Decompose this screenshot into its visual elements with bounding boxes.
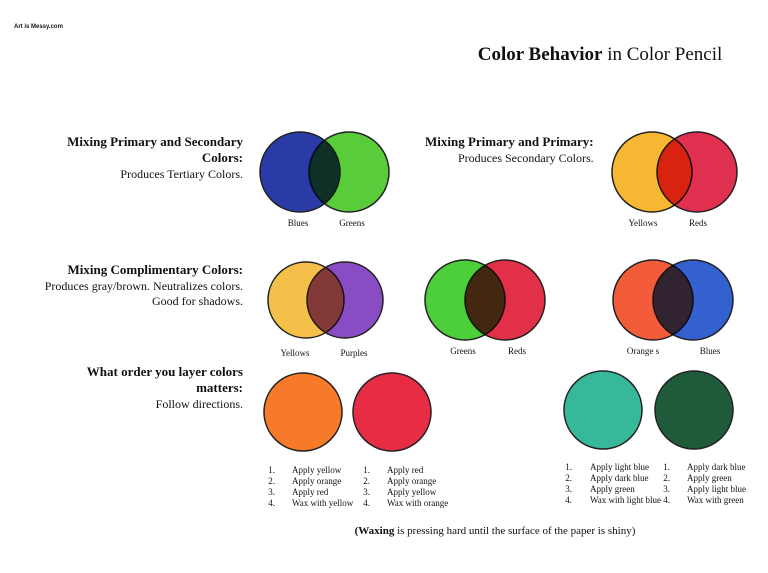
section-subtext: Follow directions.	[156, 397, 243, 411]
watermark: Art is Messy.com	[14, 24, 63, 30]
section-heading: matters:	[196, 380, 243, 395]
circle	[352, 372, 432, 452]
circle-label: Blues	[288, 218, 309, 228]
list-item: Apply red	[387, 465, 424, 475]
list-item: Apply dark blue	[687, 462, 746, 472]
list-number: 2.	[268, 476, 275, 486]
list-number: 2.	[663, 473, 670, 483]
section-subtext: Good for shadows.	[152, 294, 243, 308]
list-number: 3.	[268, 487, 275, 497]
list-number: 3.	[663, 484, 670, 494]
circle-label: Orange s	[627, 346, 660, 356]
list-item: Wax with light blue	[590, 495, 661, 505]
section-heading: Mixing Primary and Primary:	[425, 134, 594, 149]
list-item: Apply orange	[387, 476, 436, 486]
list-item: Wax with yellow	[292, 498, 354, 508]
circle	[306, 261, 384, 339]
section-heading: Colors:	[202, 150, 243, 165]
footnote-bold: (Waxing	[355, 525, 395, 537]
title: Color Behavior in Color Pencil	[478, 44, 723, 65]
circles	[259, 131, 738, 452]
section-subtext: Produces gray/brown. Neutralizes colors.	[45, 279, 243, 293]
circle	[263, 372, 343, 452]
circle-label: Greens	[450, 346, 476, 356]
list-number: 3.	[363, 487, 370, 497]
list-item: Apply green	[687, 473, 732, 483]
list-number: 1.	[268, 465, 275, 475]
list-item: Apply orange	[292, 476, 341, 486]
title-bold: Color Behavior	[478, 44, 603, 65]
title-rest: in Color Pencil	[607, 44, 722, 65]
list-item: Apply light blue	[687, 484, 746, 494]
list-item: Apply yellow	[387, 487, 437, 497]
list-number: 1.	[363, 465, 370, 475]
circle	[656, 131, 738, 213]
circle	[563, 370, 643, 450]
list-number: 4.	[663, 495, 670, 505]
list-number: 4.	[565, 495, 572, 505]
list-item: Wax with orange	[387, 498, 448, 508]
circle-label: Yellows	[628, 218, 658, 228]
list-number: 2.	[363, 476, 370, 486]
circle-label: Blues	[700, 346, 721, 356]
circle	[308, 131, 390, 213]
circle	[652, 259, 734, 341]
footnote: (Waxing is pressing hard until the surfa…	[355, 525, 636, 537]
list-number: 1.	[565, 462, 572, 472]
section-heading: Mixing Primary and Secondary	[67, 134, 243, 149]
section-heading: Mixing Complimentary Colors:	[68, 262, 243, 277]
list-item: Apply dark blue	[590, 473, 649, 483]
list-number: 2.	[565, 473, 572, 483]
list-item: Apply yellow	[292, 465, 342, 475]
circle	[464, 259, 546, 341]
circle-label: Purples	[341, 348, 368, 358]
section-subtext: Produces Tertiary Colors.	[120, 167, 243, 181]
list-number: 3.	[565, 484, 572, 494]
footnote-rest: is pressing hard until the surface of th…	[397, 525, 636, 537]
circle-label: Reds	[508, 346, 526, 356]
list-item: Wax with green	[687, 495, 744, 505]
list-number: 4.	[268, 498, 275, 508]
section-heading: What order you layer colors	[87, 364, 243, 379]
circle-label: Yellows	[280, 348, 310, 358]
section-subtext: Produces Secondary Colors.	[458, 151, 594, 165]
list-item: Apply green	[590, 484, 635, 494]
circle-label: Reds	[689, 218, 707, 228]
list-item: Apply red	[292, 487, 329, 497]
list-item: Apply light blue	[590, 462, 649, 472]
list-number: 4.	[363, 498, 370, 508]
list-number: 1.	[663, 462, 670, 472]
circle-label: Greens	[339, 218, 365, 228]
circle	[654, 370, 734, 450]
